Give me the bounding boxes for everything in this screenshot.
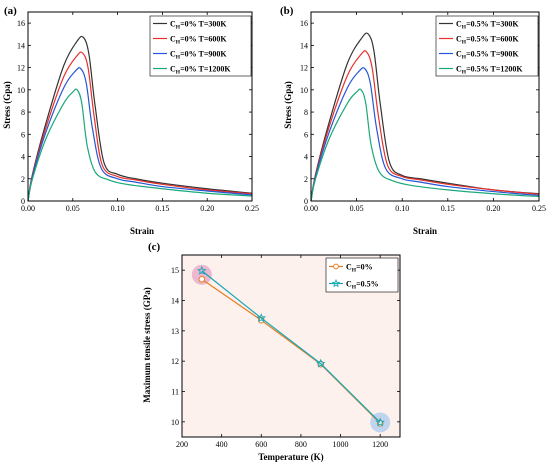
x-tick-label: 1200 — [372, 440, 388, 449]
y-tick-label: 12 — [17, 64, 25, 73]
legend-entry: CH=0% T=1200K — [170, 65, 231, 76]
x-tick-label: 0.20 — [200, 204, 214, 213]
legend-entry: CH=0% T=600K — [170, 35, 227, 46]
x-tick-label: 0.05 — [350, 204, 364, 213]
x-tick-label: 0.15 — [155, 204, 169, 213]
panel-label-b: (b) — [280, 5, 294, 17]
y-tick-label: 14 — [17, 41, 25, 50]
x-tick-label: 0.05 — [66, 204, 80, 213]
panel-a-y-axis-label: Stress (Gpa) — [2, 81, 12, 129]
y-tick-label: 4 — [304, 153, 308, 162]
series-line-1 — [27, 51, 253, 202]
y-tick-label: 15 — [171, 266, 179, 275]
panel-label-a: (a) — [4, 5, 17, 17]
legend-entry: CH=0.5% T=300K — [456, 20, 519, 31]
axes-frame — [27, 11, 253, 202]
legend-entry: CH=0% — [346, 263, 373, 274]
series-line-1 — [310, 50, 540, 202]
x-tick-label: 0.00 — [21, 204, 35, 213]
y-tick-label: 8 — [21, 108, 25, 117]
data-point-star — [375, 417, 385, 427]
y-tick-label: 14 — [171, 297, 179, 306]
data-point-star — [256, 313, 267, 323]
series-line-0 — [27, 35, 253, 202]
legend-entry: CH=0.5% T=1200K — [456, 65, 523, 76]
x-tick-label: 0.25 — [532, 204, 546, 213]
x-tick-label: 400 — [216, 440, 228, 449]
legend-entry: CH=0.5% T=600K — [456, 35, 519, 46]
x-tick-label: 0.00 — [304, 204, 318, 213]
legend-entry: CH=0.5% T=900K — [456, 50, 519, 61]
y-tick-label: 14 — [300, 41, 308, 50]
legend-box — [149, 15, 252, 77]
panel-a-x-axis-label: Strain — [130, 226, 154, 236]
y-tick-label: 11 — [171, 388, 179, 397]
series-line-3 — [27, 88, 253, 202]
legend-marker — [331, 278, 341, 288]
y-tick-label: 12 — [300, 64, 308, 73]
panel-c-max-stress: (c) Temperature (K) Maximum tensile stre… — [142, 241, 401, 462]
x-tick-label: 200 — [176, 440, 188, 449]
highlight-circle-0 — [191, 264, 212, 285]
y-tick-label: 4 — [21, 153, 25, 162]
legend-marker — [333, 263, 339, 270]
x-tick-label: 0.15 — [441, 204, 455, 213]
x-tick-label: 0.20 — [486, 204, 500, 213]
y-tick-label: 13 — [171, 327, 179, 336]
y-tick-label: 6 — [21, 130, 25, 139]
y-tick-label: 10 — [300, 86, 308, 95]
axes-frame — [310, 11, 540, 202]
data-point-circle — [198, 275, 206, 283]
x-tick-label: 800 — [295, 440, 307, 449]
y-tick-label: 0 — [21, 197, 25, 206]
y-tick-label: 0 — [304, 197, 308, 206]
axes-frame — [181, 254, 401, 438]
series-line-3 — [310, 88, 540, 202]
data-point-star — [315, 358, 326, 368]
series-line-1 — [201, 270, 381, 423]
y-tick-label: 6 — [304, 130, 308, 139]
y-tick-label: 8 — [304, 108, 308, 117]
y-tick-label: 12 — [171, 357, 179, 366]
panel-b-x-axis-label: Strain — [413, 226, 437, 236]
x-tick-label: 1000 — [333, 440, 349, 449]
y-tick-label: 2 — [21, 175, 25, 184]
y-tick-label: 10 — [171, 418, 179, 427]
series-line-2 — [27, 67, 253, 202]
legend-entry: CH=0% T=900K — [170, 50, 227, 61]
x-tick-label: 0.10 — [111, 204, 125, 213]
x-tick-label: 0.10 — [395, 204, 409, 213]
series-line-0 — [310, 32, 540, 202]
panel-c-y-axis-label: Maximum tensile stress (GPa) — [142, 287, 152, 403]
series-line-2 — [310, 67, 540, 202]
panel-a-stress-strain: (a) Strain Stress (Gpa) 0.00 0.05 0.10 0.15… — [2, 5, 259, 236]
y-tick-label: 16 — [17, 19, 25, 28]
y-tick-label: 16 — [300, 19, 308, 28]
legend-box — [435, 15, 539, 77]
panel-b-stress-strain: (b) Strain Stress (Gpa) 0.00 0.05 0.10 0.15… — [280, 5, 546, 236]
panel-c-x-axis-label: Temperature (K) — [258, 452, 323, 462]
y-tick-label: 10 — [17, 86, 25, 95]
panel-label-c: (c) — [148, 241, 161, 253]
x-tick-label: 0.25 — [245, 204, 259, 213]
data-point-star — [197, 265, 207, 275]
panel-b-y-axis-label: Stress (Gpa) — [283, 81, 293, 129]
legend-entry: CH=0.5% — [346, 280, 379, 291]
y-tick-label: 2 — [304, 175, 308, 184]
x-tick-label: 600 — [255, 440, 267, 449]
legend-entry: CH=0% T=300K — [170, 20, 227, 31]
